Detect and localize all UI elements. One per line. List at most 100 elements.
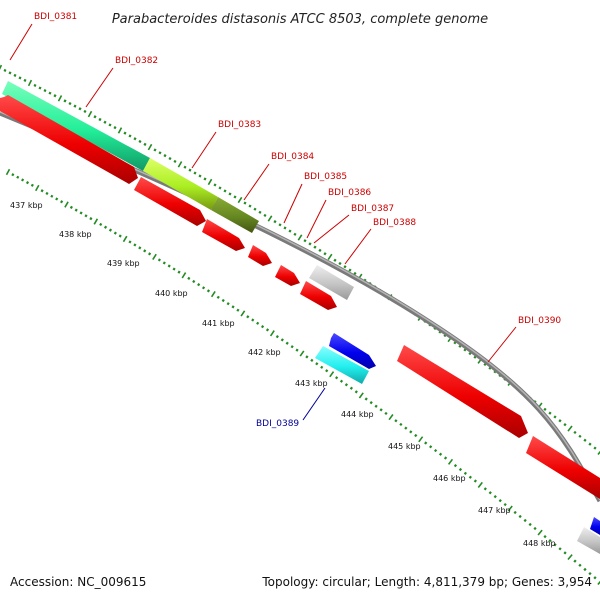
gene-label[interactable]: BDI_0390 [518, 316, 561, 326]
minor-tick [243, 201, 247, 205]
minor-tick [153, 148, 157, 152]
kbp-label: 445 kbp [388, 442, 421, 451]
major-tick [240, 310, 246, 317]
gene-label[interactable]: BDI_0386 [328, 188, 371, 198]
minor-tick [138, 246, 142, 250]
major-tick [177, 161, 183, 168]
minor-tick [333, 258, 337, 262]
gene-leader-line [191, 131, 217, 169]
gene-label[interactable]: BDI_0387 [351, 204, 394, 214]
minor-tick [305, 355, 309, 359]
minor-tick [343, 265, 347, 269]
minor-tick [50, 194, 54, 198]
minor-tick [399, 422, 403, 427]
major-tick [27, 79, 33, 87]
minor-tick [99, 222, 103, 226]
cds-bdi-0391[interactable] [526, 436, 600, 499]
minor-tick [128, 240, 132, 244]
minor-tick [348, 268, 352, 272]
minor-tick [13, 73, 17, 77]
major-tick [237, 196, 243, 204]
cds-bdi-0390[interactable] [397, 345, 528, 438]
minor-tick [45, 191, 49, 196]
minor-tick [23, 78, 27, 82]
kbp-label: 438 kbp [59, 230, 92, 239]
gene-labels: BDI_0381 BDI_0382 BDI_0383 BDI_0384 BDI_0385… [9, 12, 561, 429]
minor-tick [8, 71, 12, 75]
minor-tick [353, 271, 357, 276]
gene-label[interactable]: BDI_0384 [271, 152, 314, 162]
gene-label[interactable]: BDI_0383 [218, 120, 261, 130]
minor-tick [593, 446, 597, 450]
minor-tick [21, 178, 25, 182]
minor-tick [338, 261, 342, 266]
minor-tick [103, 225, 108, 229]
minor-tick [228, 192, 232, 196]
minor-tick [283, 226, 287, 230]
kbp-label: 448 kbp [523, 539, 556, 548]
minor-tick [468, 475, 472, 479]
gene-leader-line [85, 67, 114, 108]
minor-tick [167, 264, 171, 268]
major-tick [329, 371, 335, 378]
minor-tick [303, 239, 307, 243]
major-tick [267, 215, 273, 222]
minor-tick [543, 407, 547, 411]
minor-tick [523, 518, 527, 523]
cds-bdi-0383[interactable] [202, 219, 245, 251]
cog-bar-bdi-0388[interactable] [309, 265, 354, 300]
minor-tick [275, 335, 279, 339]
minor-tick [213, 183, 217, 187]
minor-tick [308, 242, 312, 246]
gene-leader-line [243, 163, 270, 201]
minor-tick [409, 430, 413, 434]
cds-bdi-0382[interactable] [134, 177, 206, 226]
cog-bar-bdi-0383[interactable] [143, 158, 218, 210]
minor-tick [201, 286, 206, 290]
minor-tick [573, 430, 577, 435]
cog-bar-bdi-0382[interactable] [2, 81, 150, 171]
minor-tick [93, 115, 97, 119]
minor-tick [98, 117, 102, 122]
kbp-label: 442 kbp [248, 348, 281, 357]
minor-tick [168, 156, 172, 161]
major-tick [327, 253, 333, 261]
minor-tick [583, 567, 587, 572]
cog-bar-edge[interactable] [577, 527, 600, 554]
minor-tick [344, 383, 349, 387]
gene-label[interactable]: BDI_0382 [115, 56, 158, 66]
cog-bar-bdi-0384[interactable] [211, 197, 259, 233]
gene-label[interactable]: BDI_0388 [373, 218, 416, 228]
cds-bdi-0381[interactable] [0, 95, 138, 184]
kbp-label: 444 kbp [341, 410, 374, 419]
cog-bar-bdi-0389[interactable] [315, 346, 369, 384]
minor-tick [103, 120, 107, 124]
gene-label[interactable]: BDI_0385 [304, 172, 347, 182]
minor-tick [498, 499, 502, 503]
gene-leader-line [306, 199, 327, 239]
cds-bdi-edge[interactable] [590, 517, 600, 535]
gene-leader-line [344, 228, 372, 265]
minor-tick [183, 165, 187, 169]
minor-tick [553, 415, 557, 419]
map-title: Parabacteroides distasonis ATCC 8503, co… [112, 12, 488, 27]
minor-tick [533, 526, 537, 531]
genome-backbone-highlight [0, 111, 600, 501]
cds-bdi-0384[interactable] [248, 245, 272, 266]
gene-label[interactable]: BDI_0381 [34, 12, 77, 22]
minor-tick [404, 426, 408, 430]
minor-tick [518, 514, 522, 519]
cds-bdi-0385[interactable] [275, 265, 300, 286]
cds-bdi-0386[interactable] [300, 281, 337, 310]
minor-tick [573, 559, 577, 563]
major-tick [147, 143, 153, 151]
gene-leader-line [487, 326, 517, 363]
gene-label[interactable]: BDI_0389 [256, 419, 299, 429]
minor-tick [588, 571, 592, 576]
minor-tick [206, 289, 211, 293]
minor-tick [143, 249, 147, 253]
minor-tick [588, 442, 592, 446]
cds-bdi-0389[interactable] [329, 333, 376, 369]
minor-tick [563, 551, 567, 555]
minor-tick [84, 214, 88, 218]
